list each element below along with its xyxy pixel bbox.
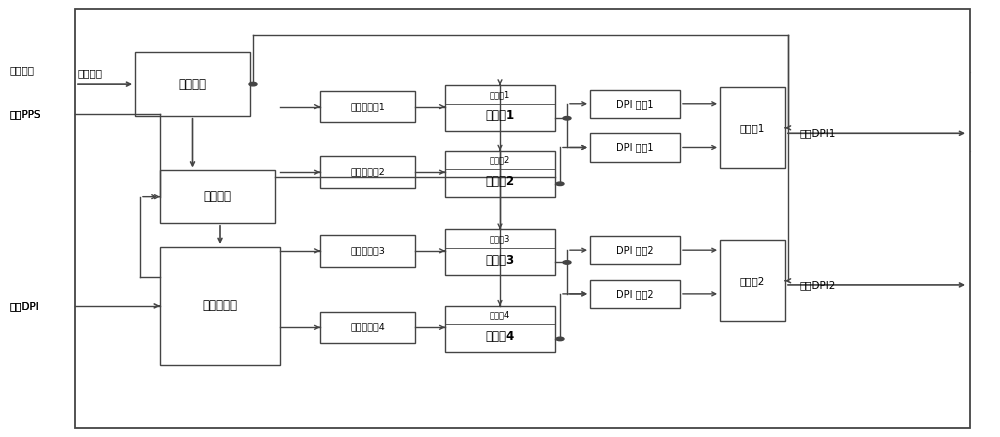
Text: 行缓冲2: 行缓冲2 xyxy=(490,156,510,164)
Text: 行缓冲3: 行缓冲3 xyxy=(490,234,510,243)
Bar xyxy=(720,240,785,321)
Bar xyxy=(590,236,680,264)
Text: 解码核3: 解码核3 xyxy=(485,253,515,267)
Text: 解码核1: 解码核1 xyxy=(485,109,515,122)
Bar xyxy=(590,90,680,118)
Bar xyxy=(320,312,415,343)
Text: DPI 合并1: DPI 合并1 xyxy=(616,142,654,153)
Bar xyxy=(135,52,250,116)
Bar xyxy=(445,229,555,275)
Circle shape xyxy=(249,82,257,86)
Text: 输入DPI: 输入DPI xyxy=(10,301,40,311)
Circle shape xyxy=(556,182,564,186)
Bar xyxy=(590,280,680,308)
Bar xyxy=(720,87,785,168)
Bar xyxy=(75,9,970,428)
Bar xyxy=(445,306,555,352)
Text: 行缓冲1: 行缓冲1 xyxy=(490,90,510,99)
Text: 输出DPI1: 输出DPI1 xyxy=(800,128,836,138)
Text: 码流缓冲器1: 码流缓冲器1 xyxy=(350,102,385,111)
Text: 输入控制: 输入控制 xyxy=(78,68,103,78)
Circle shape xyxy=(563,117,571,120)
Text: 码流缓冲器3: 码流缓冲器3 xyxy=(350,246,385,255)
Text: 选择器1: 选择器1 xyxy=(740,123,765,133)
Text: 多路分配器: 多路分配器 xyxy=(202,299,238,312)
Bar xyxy=(590,133,680,162)
Text: 行缓冲4: 行缓冲4 xyxy=(490,311,510,319)
Circle shape xyxy=(556,337,564,341)
Text: DPI 封装1: DPI 封装1 xyxy=(616,99,654,109)
Bar xyxy=(445,85,555,131)
Text: 解码核4: 解码核4 xyxy=(485,330,515,343)
Text: 输入PPS: 输入PPS xyxy=(10,110,42,119)
Bar xyxy=(320,91,415,122)
Text: 时序模块: 时序模块 xyxy=(204,190,232,203)
Text: 解码核2: 解码核2 xyxy=(485,175,515,188)
Circle shape xyxy=(563,261,571,264)
Bar xyxy=(320,156,415,188)
Bar xyxy=(320,235,415,267)
Text: 控制模块: 控制模块 xyxy=(178,78,207,90)
Text: 码流缓冲器2: 码流缓冲器2 xyxy=(350,168,385,177)
Text: 选择器2: 选择器2 xyxy=(740,276,765,286)
Bar xyxy=(160,170,275,223)
Text: 输入PPS: 输入PPS xyxy=(10,110,42,119)
Text: 输入控制: 输入控制 xyxy=(10,65,35,75)
Bar xyxy=(445,151,555,197)
Bar xyxy=(160,247,280,365)
Text: 码流缓冲器4: 码流缓冲器4 xyxy=(350,323,385,332)
Text: DPI 封装2: DPI 封装2 xyxy=(616,245,654,255)
Text: DPI 合并2: DPI 合并2 xyxy=(616,289,654,299)
Text: 输入DPI: 输入DPI xyxy=(10,301,40,311)
Text: 输出DPI2: 输出DPI2 xyxy=(800,280,836,290)
